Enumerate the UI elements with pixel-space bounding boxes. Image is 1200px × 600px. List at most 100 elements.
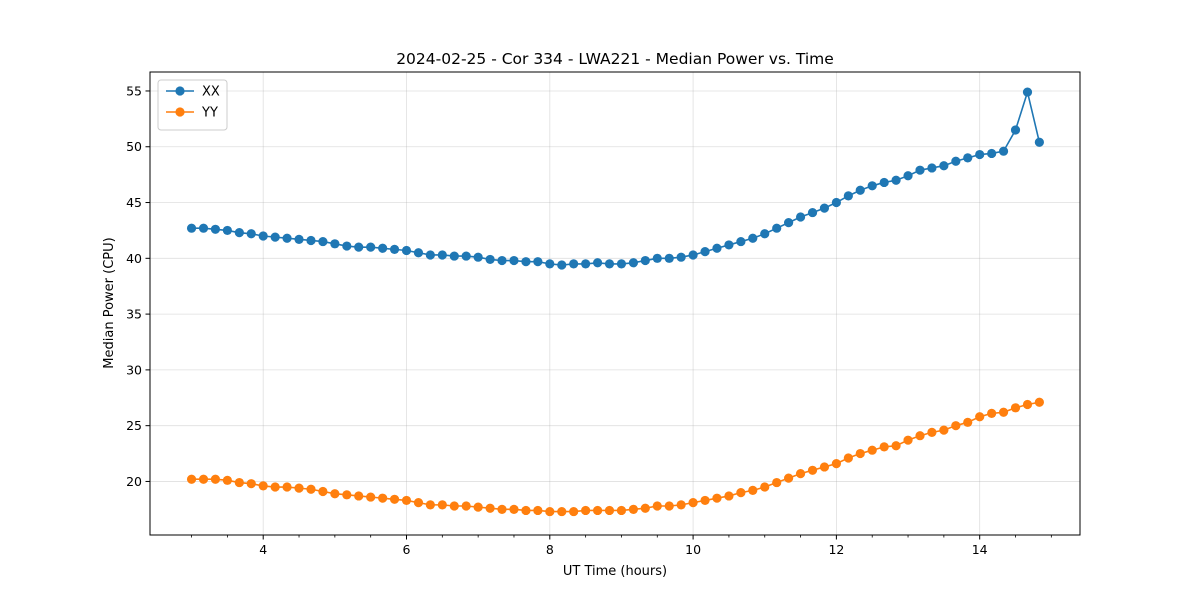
data-point-yy [688, 498, 698, 508]
data-point-xx [891, 175, 901, 185]
data-point-xx [748, 233, 758, 243]
y-tick-label: 20 [126, 474, 142, 489]
data-point-xx [497, 255, 507, 266]
legend-label-xx: XX [202, 85, 220, 100]
data-point-xx [557, 260, 567, 270]
data-point-yy [461, 501, 471, 511]
x-axis-label: UT Time (hours) [563, 564, 667, 579]
data-point-yy [234, 477, 244, 488]
data-point-yy [270, 482, 280, 492]
data-point-xx [915, 165, 925, 175]
legend-label-yy: YY [201, 106, 218, 121]
data-point-yy [485, 503, 495, 513]
data-point-xx [676, 252, 686, 262]
data-point-xx [234, 228, 244, 238]
y-tick-label: 40 [126, 251, 142, 266]
legend-marker-yy [175, 107, 185, 117]
data-point-xx [294, 234, 304, 244]
data-point-yy [437, 500, 447, 510]
data-point-yy [772, 477, 782, 488]
data-point-yy [1022, 399, 1033, 410]
data-point-yy [819, 462, 830, 472]
data-point-xx [795, 212, 806, 222]
data-point-yy [509, 504, 519, 514]
data-point-xx [604, 259, 615, 269]
data-point-xx [485, 254, 495, 265]
data-point-yy [294, 483, 304, 493]
data-point-yy [569, 506, 579, 517]
data-point-yy [915, 431, 925, 441]
data-point-yy [748, 485, 758, 495]
data-point-xx [533, 257, 543, 267]
data-point-xx [342, 241, 352, 251]
data-point-xx [569, 259, 579, 269]
data-point-yy [557, 506, 567, 517]
data-point-xx [843, 191, 853, 201]
data-point-yy [389, 494, 400, 504]
data-point-xx [652, 253, 662, 263]
data-point-yy [736, 488, 746, 498]
data-point-xx [306, 235, 316, 246]
data-point-yy [378, 493, 388, 503]
data-point-xx [927, 163, 937, 173]
data-point-yy [843, 453, 853, 463]
data-point-yy [879, 442, 889, 452]
data-point-yy [1034, 397, 1044, 407]
y-axis-label: Median Power (CPU) [102, 237, 117, 368]
data-point-xx [939, 161, 949, 171]
data-point-xx [258, 231, 268, 241]
x-tick-label: 6 [403, 542, 411, 557]
data-point-xx [712, 243, 722, 253]
data-point-yy [903, 435, 913, 445]
y-tick-label: 30 [126, 362, 142, 377]
y-tick-label: 55 [126, 83, 142, 98]
data-point-xx [509, 255, 519, 266]
data-point-xx [461, 251, 471, 261]
y-tick-label: 35 [126, 307, 142, 322]
data-point-xx [366, 242, 376, 252]
data-point-yy [210, 474, 221, 484]
axes: 4 6 8 10 12 14 20 25 30 35 40 45 50 55 [126, 83, 1052, 557]
data-point-xx [437, 250, 447, 260]
data-point-yy [533, 505, 543, 516]
data-point-xx [318, 236, 328, 247]
data-point-yy [425, 500, 435, 510]
data-point-xx [903, 171, 913, 181]
data-point-xx [425, 250, 435, 260]
data-point-xx [592, 258, 603, 268]
data-point-yy [664, 501, 674, 511]
data-point-yy [807, 465, 818, 475]
data-point-xx [819, 203, 830, 213]
data-point-xx [664, 253, 674, 263]
data-point-yy [258, 481, 268, 491]
data-point-xx [1022, 87, 1033, 97]
data-point-xx [222, 225, 232, 236]
data-point-yy [628, 504, 639, 514]
data-point-yy [951, 421, 961, 431]
data-point-xx [879, 177, 889, 188]
data-point-yy [604, 505, 615, 516]
data-point-xx [724, 240, 734, 250]
data-point-yy [784, 473, 794, 483]
x-tick-label: 10 [685, 542, 701, 557]
data-point-xx [951, 156, 961, 166]
data-point-xx [186, 223, 197, 233]
plot-frame [149, 71, 1081, 536]
y-tick-label: 50 [126, 139, 142, 154]
data-point-yy [987, 408, 997, 418]
series-layer [186, 87, 1044, 517]
data-point-yy [581, 505, 591, 516]
data-point-xx [1034, 137, 1044, 147]
data-point-yy [1010, 403, 1021, 413]
data-point-xx [640, 255, 650, 266]
data-point-xx [975, 149, 985, 160]
data-point-xx [688, 250, 698, 260]
data-point-xx [736, 236, 746, 247]
data-point-xx [760, 229, 770, 239]
data-point-xx [473, 252, 483, 262]
data-point-xx [521, 257, 531, 267]
data-point-yy [401, 495, 412, 506]
data-point-yy [306, 484, 316, 494]
data-point-xx [449, 251, 459, 261]
